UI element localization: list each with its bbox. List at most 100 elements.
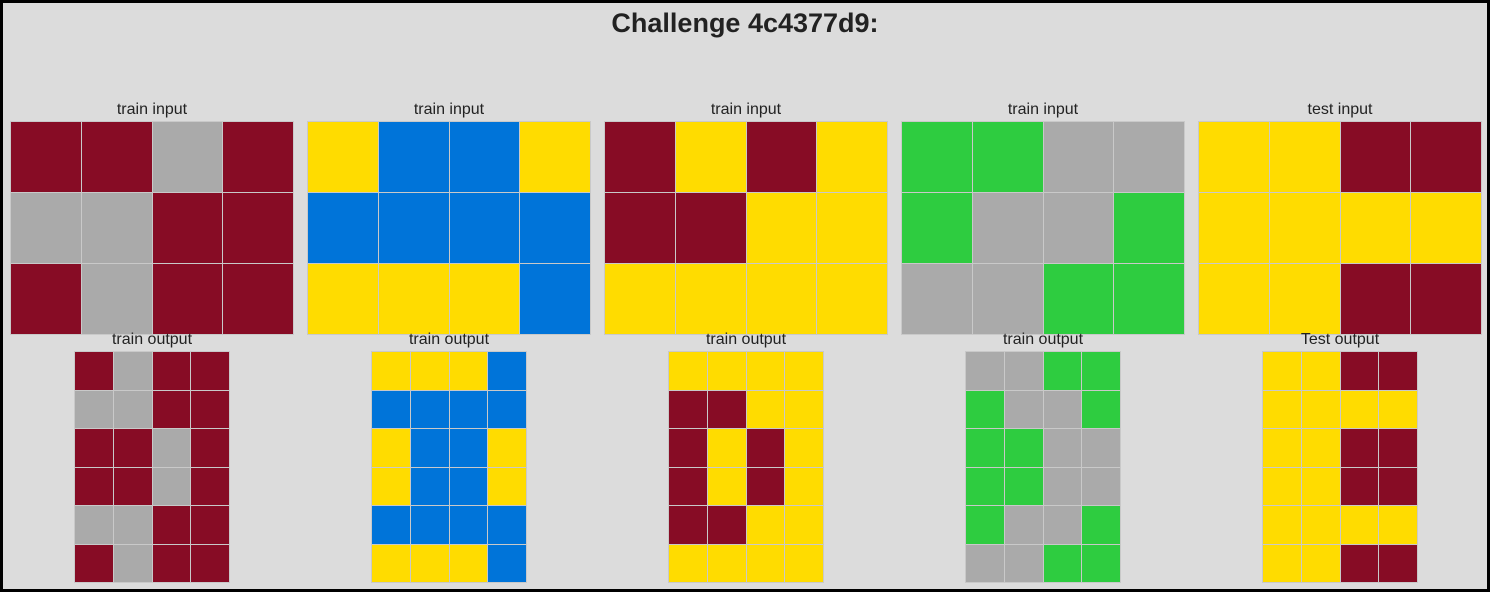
grid-cell (1082, 544, 1120, 582)
grid-cell (308, 193, 378, 263)
grid-cell (449, 506, 488, 544)
grid-cell (75, 352, 113, 390)
grid-cell (488, 467, 526, 505)
panel-label: train output (1002, 331, 1084, 348)
grid-cell (1263, 352, 1301, 390)
panel-label: train input (116, 101, 188, 118)
grid-cell (1269, 122, 1340, 192)
grid-cell (81, 122, 152, 192)
grid-cell (223, 264, 293, 334)
grid-cell (1340, 506, 1379, 544)
grid-cell (1043, 193, 1114, 263)
grid-cell (488, 544, 526, 582)
train-output-grid-4 (965, 351, 1121, 583)
grid-cell (152, 544, 191, 582)
grid-cell (1301, 506, 1340, 544)
grid-cell (1340, 390, 1379, 428)
grid-cell (81, 264, 152, 334)
grid-cell (1340, 264, 1411, 334)
grid-cell (1340, 122, 1411, 192)
grid-cell (191, 352, 229, 390)
grid-cell (488, 390, 526, 428)
grid-cell (746, 122, 817, 192)
grid-cell (707, 352, 746, 390)
grid-cell (966, 352, 1004, 390)
grid-cell (707, 390, 746, 428)
grid-cell (1082, 467, 1120, 505)
grid-cell (746, 193, 817, 263)
grid-cell (1340, 544, 1379, 582)
grid-cell (669, 506, 707, 544)
grid-cell (372, 352, 410, 390)
grid-cell (966, 467, 1004, 505)
grid-cell (11, 193, 81, 263)
grid-cell (1043, 122, 1114, 192)
grid-cell (785, 544, 823, 582)
grid-cell (1199, 264, 1269, 334)
grid-cell (785, 506, 823, 544)
grid-cell (1199, 122, 1269, 192)
grid-cell (669, 544, 707, 582)
grid-cell (152, 264, 223, 334)
grid-cell (1004, 390, 1043, 428)
train-input-grid-3 (604, 121, 888, 335)
grid-cell (1379, 352, 1417, 390)
grid-cell (1199, 193, 1269, 263)
panel-label: train output (705, 331, 787, 348)
grid-cell (410, 352, 449, 390)
grid-cell (605, 264, 675, 334)
grid-cell (113, 429, 152, 467)
grid-cell (1043, 506, 1082, 544)
grid-cell (1082, 429, 1120, 467)
panel-label: train output (111, 331, 193, 348)
grid-cell (1269, 193, 1340, 263)
grid-cell (1411, 193, 1481, 263)
grid-cell (1043, 352, 1082, 390)
grid-cell (966, 506, 1004, 544)
grid-cell (1301, 352, 1340, 390)
grid-cell (1301, 544, 1340, 582)
grid-cell (817, 264, 887, 334)
grid-cell (372, 544, 410, 582)
grid-cell (1004, 506, 1043, 544)
grid-cell (972, 264, 1043, 334)
grid-cell (785, 390, 823, 428)
grid-cell (605, 193, 675, 263)
grid-cell (449, 467, 488, 505)
grid-cell (1301, 429, 1340, 467)
grid-cell (1340, 193, 1411, 263)
grid-cell (520, 122, 590, 192)
grid-cell (372, 390, 410, 428)
grid-cell (113, 467, 152, 505)
grid-cell (1263, 544, 1301, 582)
grid-cell (488, 506, 526, 544)
grid-cell (191, 467, 229, 505)
grid-cell (191, 544, 229, 582)
grid-cell (152, 390, 191, 428)
grid-cell (669, 429, 707, 467)
grid-cell (378, 193, 449, 263)
grid-cell (746, 352, 785, 390)
grid-cell (746, 264, 817, 334)
grid-cell (191, 390, 229, 428)
grid-cell (152, 506, 191, 544)
grid-cell (11, 264, 81, 334)
grid-cell (11, 122, 81, 192)
grid-cell (75, 544, 113, 582)
grid-cell (1114, 193, 1184, 263)
grid-cell (707, 506, 746, 544)
grid-cell (675, 122, 746, 192)
grid-cell (1379, 544, 1417, 582)
grid-cell (1379, 506, 1417, 544)
grid-cell (972, 193, 1043, 263)
grid-cell (1379, 429, 1417, 467)
grid-cell (1269, 264, 1340, 334)
grid-cell (1411, 264, 1481, 334)
grid-cell (410, 544, 449, 582)
grid-cell (152, 467, 191, 505)
test-output-grid (1262, 351, 1418, 583)
grid-cell (902, 122, 972, 192)
grid-cell (113, 506, 152, 544)
grid-cell (1082, 352, 1120, 390)
